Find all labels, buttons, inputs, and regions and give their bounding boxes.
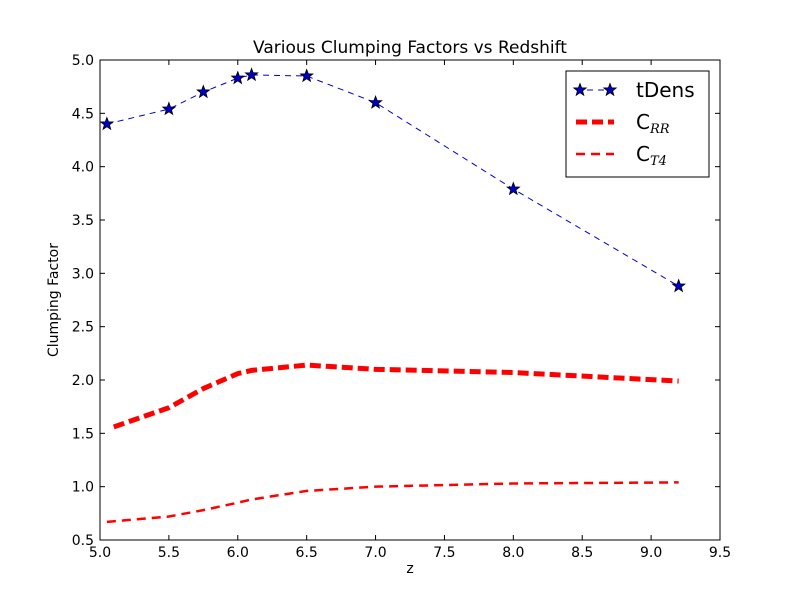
y-tick-label: 0.5 <box>72 533 94 549</box>
x-tick-label: 6.5 <box>296 545 318 561</box>
data-point <box>299 68 314 83</box>
legend-label: tDens <box>636 78 695 102</box>
data-point <box>230 70 246 85</box>
data-point <box>244 67 259 82</box>
legend-marker-right <box>602 82 618 97</box>
legend-label: CRR <box>636 110 670 137</box>
y-tick-label: 3.5 <box>72 213 94 229</box>
series-line <box>112 362 679 430</box>
x-tick-label: 9.0 <box>640 545 662 561</box>
data-point <box>506 181 521 196</box>
data-point <box>368 95 383 109</box>
legend-item: CRR <box>576 110 670 137</box>
x-axis: 5.0 5.5 6.0 6.5 7.0 7.5 8.0 8.5 9.0 9.5 <box>89 60 731 561</box>
x-tick-label: 8.5 <box>571 545 593 561</box>
data-point <box>196 84 211 99</box>
y-axis-label: Clumping Factor <box>46 243 62 357</box>
y-tick-label: 5.0 <box>72 53 94 69</box>
y-tick-label: 2.0 <box>72 373 94 389</box>
series-0 <box>99 67 686 293</box>
data-point <box>161 101 177 116</box>
x-axis-label: z <box>406 561 413 577</box>
legend-marker-left <box>572 82 588 97</box>
legend-label: CT4 <box>636 142 667 169</box>
chart-title: Various Clumping Factors vs Redshift <box>253 38 567 58</box>
legend-box <box>565 70 710 178</box>
y-tick-label: 4.5 <box>72 106 94 122</box>
plot-area <box>99 67 686 524</box>
x-tick-label: 6.0 <box>227 545 249 561</box>
series-line <box>106 74 679 287</box>
x-tick-label: 7.0 <box>364 545 386 561</box>
legend-item: tDens <box>572 78 695 102</box>
y-tick-label: 1.5 <box>72 426 94 442</box>
series-1 <box>112 362 679 430</box>
x-tick-label: 5.5 <box>158 545 180 561</box>
x-tick-label: 5.0 <box>89 545 111 561</box>
legend-item: CT4 <box>576 142 667 169</box>
data-point <box>671 278 686 293</box>
x-tick-label: 9.5 <box>709 545 731 561</box>
y-tick-label: 3.0 <box>72 266 94 282</box>
y-tick-label: 1.0 <box>72 480 94 496</box>
y-axis: 0.5 1.0 1.5 2.0 2.5 3.0 3.5 4.0 4.5 5.0 <box>72 53 720 549</box>
plot-frame <box>99 59 721 541</box>
x-tick-label: 8.0 <box>502 545 524 561</box>
data-point <box>99 116 115 131</box>
x-tick-label: 7.5 <box>433 545 455 561</box>
y-tick-label: 4.0 <box>72 160 94 176</box>
series-line <box>106 481 679 524</box>
legend: tDens CRR CT4 <box>565 70 710 178</box>
series-2 <box>106 481 679 524</box>
y-tick-label: 2.5 <box>72 320 94 336</box>
